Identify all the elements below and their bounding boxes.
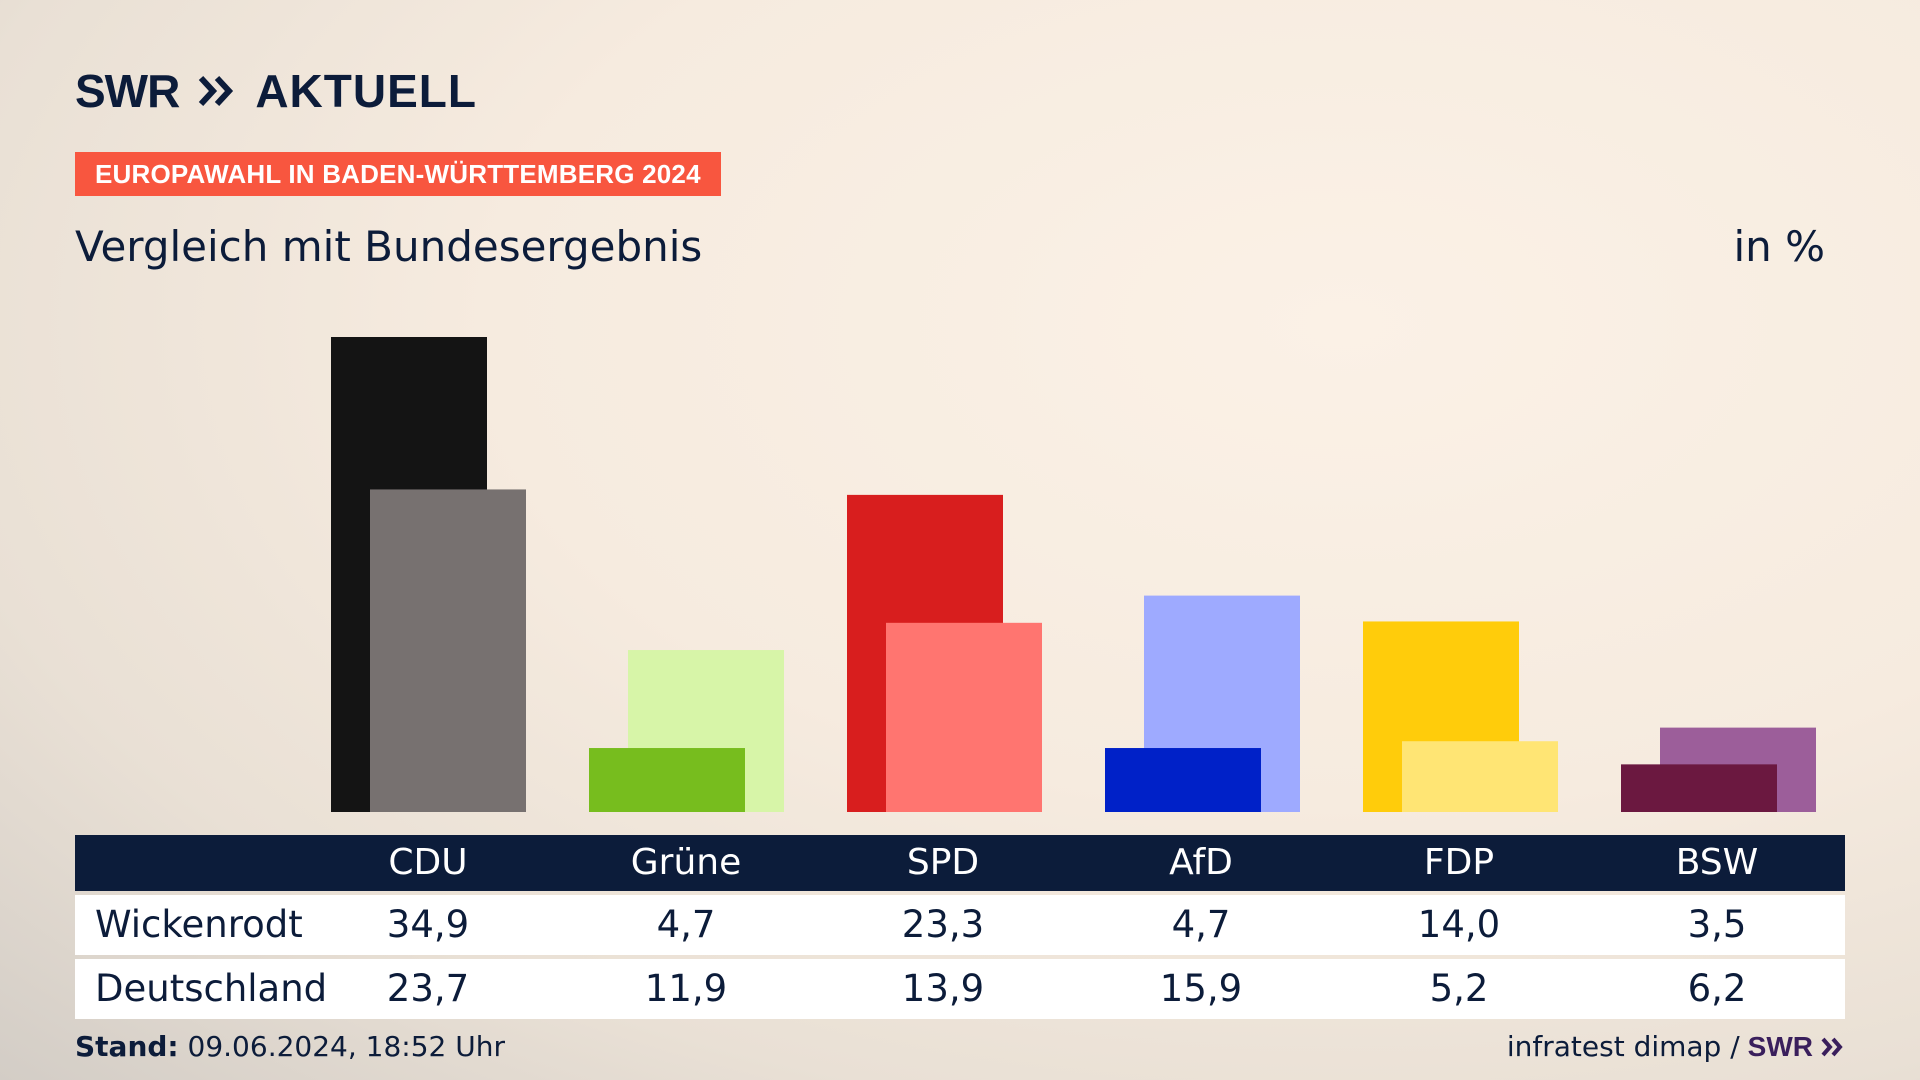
header-spd: SPD [906, 842, 980, 883]
table-cell: 4,7 [1171, 903, 1231, 946]
stand-value: 09.06.2024, 18:52 Uhr [187, 1030, 505, 1063]
table-cell: 34,9 [386, 903, 470, 946]
table-cell: 3,5 [1687, 903, 1747, 946]
table-row: Deutschland 23,7 11,9 13,9 15,9 5,2 6,2 [75, 959, 1845, 1019]
unit-label: in % [1733, 222, 1825, 271]
header-fdp: FDP [1423, 842, 1495, 883]
header-gruene: Grüne [630, 842, 742, 883]
row-label: Wickenrodt [95, 903, 303, 946]
header-afd: AfD [1169, 842, 1233, 883]
table-cell: 5,2 [1429, 967, 1489, 1010]
table-cell: 14,0 [1417, 903, 1501, 946]
brand-name: SWR [75, 65, 180, 117]
chart-title: Vergleich mit Bundesergebnis [75, 222, 703, 271]
brand-product: AKTUELL [255, 65, 477, 117]
header-cdu: CDU [388, 842, 468, 883]
header-bsw: BSW [1675, 842, 1759, 883]
table-row: Wickenrodt 34,9 4,7 23,3 4,7 14,0 3,5 [75, 895, 1845, 955]
table-cell: 15,9 [1159, 967, 1243, 1010]
table-cell: 23,3 [901, 903, 985, 946]
source-text: infratest dimap / [1506, 1030, 1740, 1063]
bar-fdp-deutschland [1402, 741, 1558, 812]
source-brand: SWR [1747, 1030, 1813, 1062]
table-cell: 23,7 [386, 967, 470, 1010]
bar-gruene-wickenrodt [589, 748, 745, 812]
double-chevron-icon [1821, 1037, 1843, 1056]
row-label: Deutschland [95, 967, 328, 1010]
table-header-row: CDU Grüne SPD AfD FDP BSW [75, 835, 1845, 891]
source-credit: infratest dimap / SWR [1507, 1030, 1845, 1063]
bar-bsw-wickenrodt [1621, 764, 1777, 812]
table-cell: 6,2 [1687, 967, 1747, 1010]
bar-spd-deutschland [886, 622, 1042, 812]
table-cell: 4,7 [656, 903, 716, 946]
results-table: CDU Grüne SPD AfD FDP BSW Wickenrodt 34,… [75, 835, 1845, 1019]
table-cell: 11,9 [644, 967, 728, 1010]
bar-afd-wickenrodt [1105, 748, 1261, 812]
double-chevron-icon [199, 75, 234, 107]
bar-chart [331, 337, 1816, 812]
stand-label: Stand: [75, 1030, 179, 1063]
swr-aktuell-logo: SWR AKTUELL [75, 68, 477, 114]
table-cell: 13,9 [901, 967, 985, 1010]
timestamp: Stand: 09.06.2024, 18:52 Uhr [75, 1030, 505, 1063]
election-badge: EUROPAWAHL IN BADEN-WÜRTTEMBERG 2024 [75, 152, 721, 196]
bar-cdu-deutschland [370, 489, 526, 812]
